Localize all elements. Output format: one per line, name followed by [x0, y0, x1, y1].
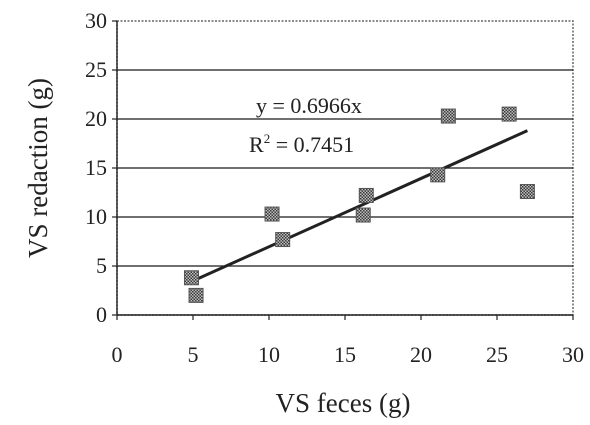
- y-tick-label-5: 5: [96, 253, 107, 278]
- data-point-7: [430, 167, 446, 183]
- x-tick-label-20: 20: [410, 342, 432, 367]
- x-tick-label-30: 30: [562, 342, 584, 367]
- data-point-3: [264, 206, 280, 222]
- data-point-5: [355, 207, 371, 223]
- data-point-4: [275, 232, 291, 248]
- x-tick-labels: 0 5 10 15 20 25 30: [112, 342, 585, 367]
- data-point-6: [358, 187, 374, 203]
- data-points: [183, 106, 535, 303]
- y-tick-label-25: 25: [85, 57, 107, 82]
- data-point-10: [519, 184, 535, 200]
- data-point-1: [183, 270, 199, 286]
- y-tick-label-20: 20: [85, 106, 107, 131]
- gridlines: [117, 69, 573, 267]
- x-tick-label-0: 0: [112, 342, 123, 367]
- x-tick-label-5: 5: [188, 342, 199, 367]
- x-axis-title: VS feces (g): [276, 388, 411, 418]
- x-tick-label-25: 25: [486, 342, 508, 367]
- axes: [112, 20, 574, 320]
- data-point-8: [440, 108, 456, 124]
- data-point-2: [188, 287, 204, 303]
- x-tick-label-15: 15: [334, 342, 356, 367]
- x-tick-label-10: 10: [258, 342, 280, 367]
- y-tick-labels: 0 5 10 15 20 25 30: [85, 8, 107, 327]
- r-squared-label: R2 = 0.7451: [249, 131, 354, 157]
- y-tick-label-15: 15: [85, 155, 107, 180]
- y-tick-label-0: 0: [96, 302, 107, 327]
- y-axis-title: VS redaction (g): [23, 78, 53, 258]
- data-point-9: [501, 106, 517, 122]
- y-tick-label-10: 10: [85, 204, 107, 229]
- trendline-group: [192, 129, 529, 283]
- trendline: [192, 129, 529, 283]
- y-tick-label-30: 30: [85, 8, 107, 33]
- equation-label: y = 0.6966x: [256, 93, 362, 118]
